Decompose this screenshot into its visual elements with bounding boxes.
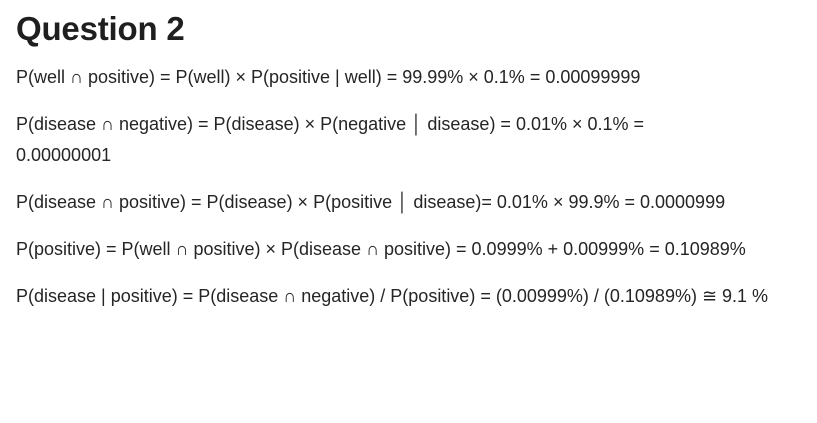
document-body: Question 2 P(well ∩ positive) = P(well) … — [16, 8, 816, 328]
equation-disease-given-positive: P(disease | positive) = P(disease ∩ nega… — [16, 286, 769, 306]
equation-positive: P(positive) = P(well ∩ positive) × P(dis… — [16, 239, 746, 259]
equation-disease-and-positive: P(disease ∩ positive) = P(disease) × P(p… — [16, 192, 726, 212]
equation-well-and-positive: P(well ∩ positive) = P(well) × P(positiv… — [16, 67, 641, 87]
page-title: Question 2 — [16, 10, 185, 47]
equation-disease-and-negative: P(disease ∩ negative) = P(disease) × P(n… — [16, 114, 645, 165]
